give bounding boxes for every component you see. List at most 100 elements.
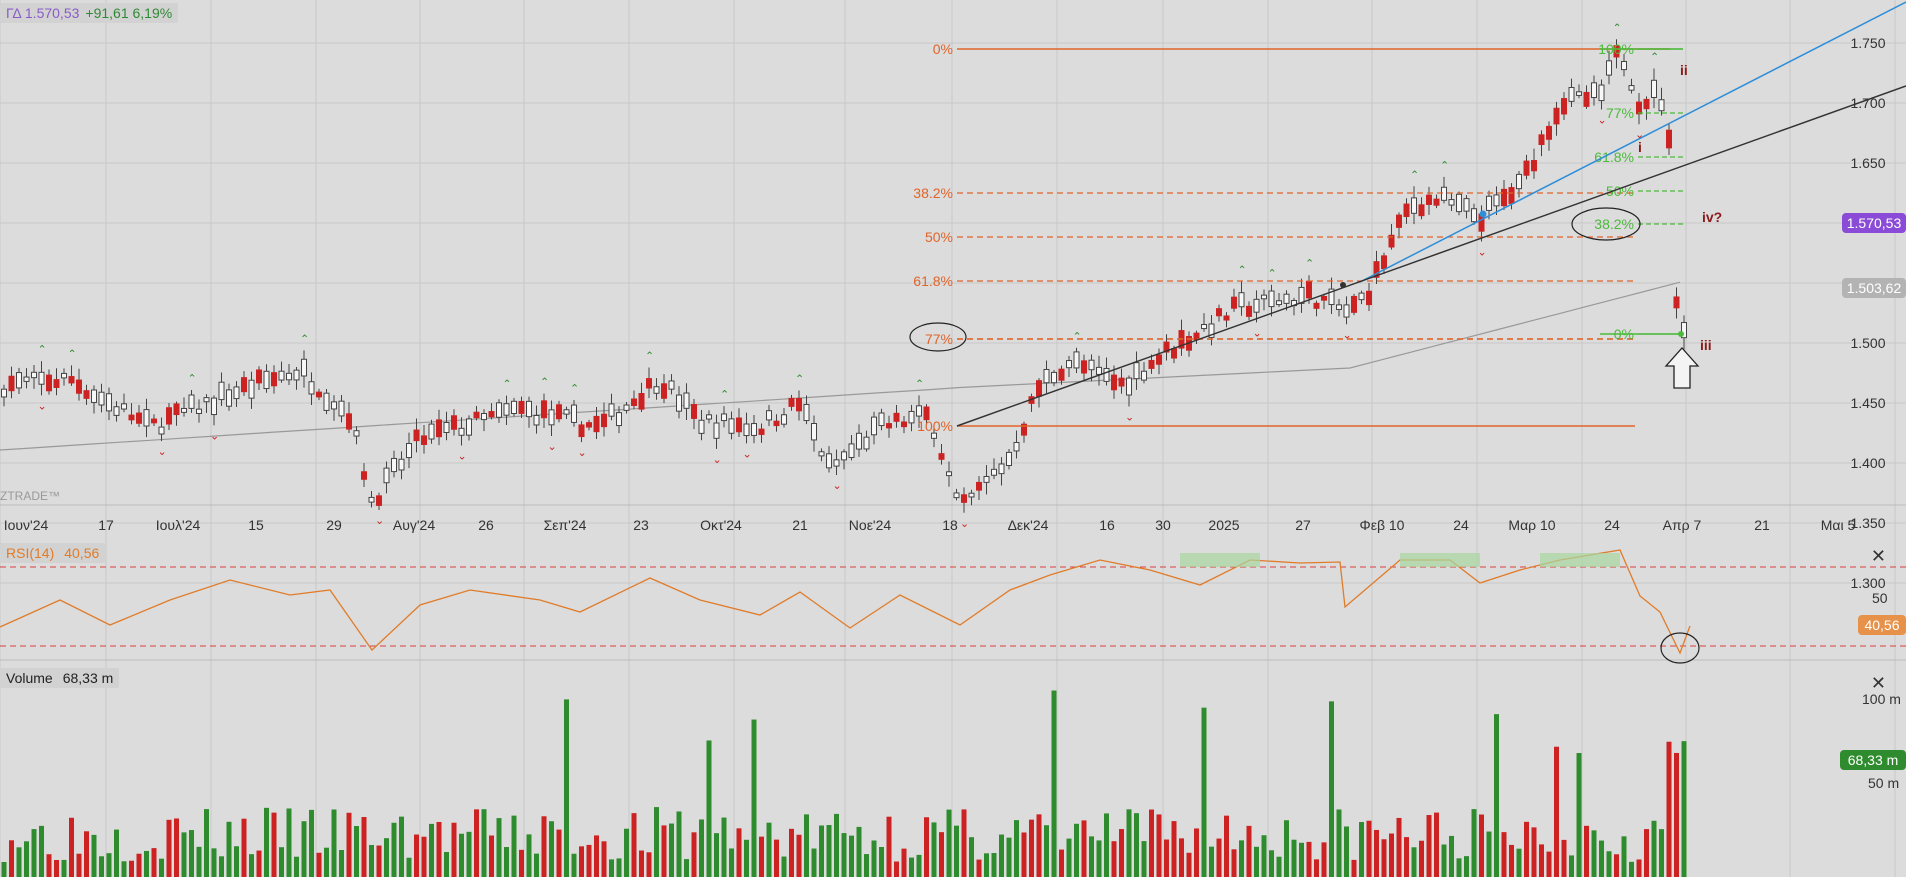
wave-label-i: i — [1638, 139, 1642, 155]
candle-body — [203, 397, 210, 403]
volume-bar — [286, 808, 292, 877]
volume-bar — [24, 841, 29, 877]
volume-bar — [609, 859, 614, 877]
volume-bar — [346, 812, 352, 877]
volume-value-label: 68,33 m — [1848, 752, 1899, 768]
volume-bar — [1366, 820, 1372, 877]
candle-body — [1418, 204, 1425, 217]
volume-legend[interactable]: Volume 68,33 m — [0, 668, 120, 688]
price-tick: 1.300 — [1850, 575, 1885, 591]
volume-bar — [549, 821, 554, 877]
volume-bar — [204, 809, 209, 877]
volume-bar — [924, 817, 929, 877]
volume-bar — [234, 846, 239, 877]
volume-bar — [226, 821, 232, 877]
time-tick: Απρ 7 — [1663, 517, 1702, 533]
volume-bar — [1111, 841, 1117, 877]
rsi-overbought-fill — [1400, 553, 1480, 567]
swing-high-marker: ⌃ — [1613, 21, 1622, 34]
candle-body — [1576, 91, 1582, 96]
volume-bar — [249, 854, 254, 877]
volume-bar — [1126, 809, 1132, 877]
candle-body — [1313, 302, 1320, 309]
volume-bar — [1666, 741, 1672, 877]
candle-body — [976, 481, 982, 491]
candle-body — [1681, 322, 1687, 339]
swing-high-marker: ⌃ — [1410, 168, 1419, 181]
volume-bar — [1179, 838, 1184, 877]
candle-body — [1433, 198, 1440, 206]
candle-body — [1628, 85, 1635, 91]
volume-bar — [1036, 814, 1042, 877]
swing-low-marker: ⌄ — [458, 450, 467, 463]
swing-low-marker: ⌄ — [1598, 114, 1607, 127]
candle-body — [631, 398, 637, 406]
candle-body — [263, 370, 270, 390]
volume-bar — [526, 834, 532, 877]
volume-bar — [1599, 840, 1604, 877]
candle-body — [458, 427, 465, 436]
candle-body — [353, 430, 360, 437]
candle-body — [578, 424, 585, 438]
close-rsi-icon[interactable]: ✕ — [1870, 546, 1886, 566]
black-trend-line — [956, 85, 1906, 427]
volume-bar — [1171, 821, 1177, 877]
volume-bar — [1456, 858, 1462, 877]
candle-body — [1358, 292, 1365, 301]
volume-bar — [1149, 809, 1154, 877]
rsi-value-box — [1858, 615, 1906, 635]
candle-body — [278, 370, 285, 381]
candle-body — [1133, 362, 1140, 380]
candle-body — [248, 379, 255, 399]
swing-high-marker: ⌃ — [503, 378, 512, 391]
close-volume-icon[interactable]: ✕ — [1870, 673, 1886, 693]
candle-body — [1246, 305, 1252, 317]
swing-markers: ⌃ ⌄ ⌃ ⌄ ⌃ ⌄ ⌃ ⌄ ⌄ ⌃ ⌃ ⌄ ⌃ ⌄ ⌃ ⌄ ⌃ ⌄ ⌃ ⌄ ⌃ ⌄ ⌃ ⌄ ⌃ ⌄ ⌃ ⌃ ⌄ ⌃ ⌃ ⌄ ⌄ ⌃ ⌄ ⌃ — [38, 21, 1660, 529]
rsi-legend[interactable]: RSI(14) 40,56 — [0, 543, 106, 563]
price-tick: 1.750 — [1850, 35, 1885, 51]
volume-bar — [541, 816, 547, 877]
symbol-header[interactable]: ΓΔ 1.570,53 +91,61 6,19% — [0, 3, 179, 23]
volume-bar — [1141, 841, 1147, 877]
volume-bar — [1524, 821, 1529, 877]
candle-body — [923, 406, 930, 421]
candle-body — [211, 397, 217, 416]
volume-bar — [1389, 833, 1394, 877]
fibonacci-levels[interactable]: 0%38.2%50%61.8%77%100%100%77%61.8%50%38.… — [909, 41, 1683, 434]
volume-bar — [301, 821, 307, 877]
time-tick: 24 — [1604, 517, 1620, 533]
volume-bar — [1321, 842, 1327, 877]
low-point — [1678, 331, 1684, 337]
watermark: ZTRADE™ — [0, 489, 60, 503]
rsi-low-circle — [1660, 632, 1700, 664]
volume-bar — [1516, 848, 1522, 877]
candle-body — [1126, 377, 1132, 396]
candle-body — [1441, 186, 1447, 201]
volume-bar — [384, 838, 389, 877]
volume-bar — [661, 825, 667, 877]
candle-body — [1321, 295, 1327, 301]
candle-body — [256, 369, 262, 384]
volume-bar — [1434, 812, 1439, 877]
trend-lines[interactable] — [956, 1, 1906, 427]
candle-body — [98, 391, 105, 406]
candle-body — [653, 386, 660, 394]
swing-high-marker: ⌃ — [300, 332, 309, 345]
volume-axis-label: 100 m — [1862, 691, 1901, 707]
candle-body — [1373, 261, 1380, 278]
candle-body — [1336, 304, 1342, 310]
candle-body — [1381, 255, 1387, 270]
volume-bar — [579, 846, 584, 877]
candle-body — [1411, 197, 1417, 214]
candles — [1, 39, 1687, 513]
candle-body — [1306, 280, 1312, 299]
volume-bar — [136, 853, 142, 877]
volume-bar — [1231, 849, 1237, 877]
time-tick: 24 — [1453, 517, 1469, 533]
volume-bar — [594, 835, 599, 877]
fib-up-label: 61.8% — [1594, 149, 1634, 165]
candle-body — [608, 403, 615, 417]
time-tick: 18 — [942, 517, 958, 533]
